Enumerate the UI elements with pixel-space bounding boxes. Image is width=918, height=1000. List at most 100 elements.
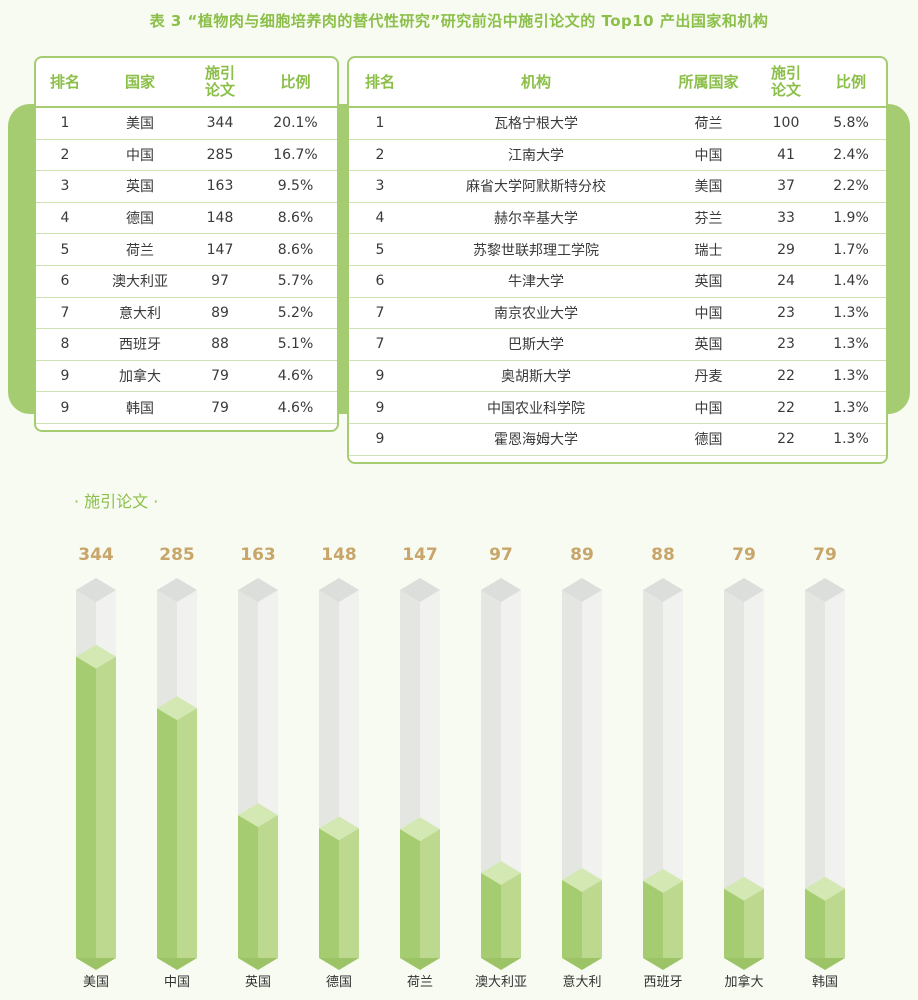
- table-row: 8 西班牙 88 5.1%: [36, 329, 337, 361]
- tube-right-face: [582, 590, 602, 958]
- category-label-加拿大: 加拿大: [724, 974, 763, 990]
- cell-papers: 29: [777, 241, 795, 258]
- cell-rank: 1: [60, 115, 70, 132]
- bar-英国-base: [238, 958, 278, 970]
- table-row: 1 瓦格宁根大学 荷兰 100 5.8%: [349, 108, 886, 140]
- chart-section-label: · 施引论文 ·: [74, 492, 159, 511]
- cell-ratio: 5.7%: [277, 273, 314, 290]
- table-row: 9 加拿大 79 4.6%: [36, 361, 337, 393]
- bar-英国-top: [238, 803, 278, 828]
- cell-papers: 100: [772, 115, 800, 132]
- tube-top-cap: [562, 578, 602, 602]
- cell-ratio: 8.6%: [277, 210, 314, 227]
- cell-country: 美国: [126, 116, 154, 133]
- cell-papers: 163: [206, 178, 234, 195]
- category-label-中国: 中国: [164, 975, 190, 990]
- cell-rank: 3: [60, 178, 70, 195]
- tube-left-face: [805, 590, 825, 958]
- cell-papers: 88: [211, 336, 229, 353]
- cell-institution: 南京农业大学: [494, 305, 578, 322]
- cell-country: 德国: [126, 211, 154, 228]
- cell-papers: 33: [777, 210, 795, 227]
- bar-英国-right: [258, 815, 278, 958]
- table-row: 5 苏黎世联邦理工学院 瑞士 29 1.7%: [349, 234, 886, 266]
- cell-papers: 22: [777, 368, 795, 385]
- value-label-荷兰: 147: [402, 545, 438, 565]
- category-label-西班牙: 西班牙: [643, 975, 682, 990]
- cell-institution: 苏黎世联邦理工学院: [473, 242, 599, 259]
- cell-country: 荷兰: [126, 242, 154, 259]
- bar-意大利-top: [562, 868, 602, 893]
- bar-意大利-left: [562, 880, 582, 958]
- cell-ratio: 2.2%: [833, 178, 869, 195]
- cell-rank: 9: [60, 399, 70, 416]
- institution-table-header: 排名 机构 所属国家 施引 论文 比例: [349, 58, 886, 108]
- country-table: 排名 国家 施引 论文 比例 1 美国 344 20.1% 2 中国 285 16.7% 3 英国…: [34, 56, 339, 432]
- cell-institution: 牛津大学: [508, 274, 564, 291]
- cell-country: 意大利: [119, 305, 161, 322]
- bar-韩国-base: [805, 958, 845, 970]
- table-row: 4 赫尔辛基大学 芬兰 33 1.9%: [349, 203, 886, 235]
- table-row: 7 巴斯大学 英国 23 1.3%: [349, 329, 886, 361]
- cell-country: 英国: [694, 274, 723, 291]
- cell-papers: 22: [777, 399, 795, 416]
- value-label-韩国: 79: [813, 545, 837, 565]
- bar-美国-left: [76, 656, 96, 958]
- bar-澳大利亚-top: [481, 861, 521, 886]
- cell-institution: 奥胡斯大学: [501, 369, 571, 386]
- category-label-美国: 美国: [83, 975, 109, 990]
- cell-rank: 9: [375, 431, 385, 448]
- tube-left-face: [643, 590, 663, 958]
- cell-rank: 6: [60, 273, 70, 290]
- tube-top-cap: [481, 578, 521, 602]
- cell-country: 西班牙: [119, 337, 161, 354]
- cell-papers: 147: [206, 241, 234, 258]
- bar-加拿大-left: [724, 888, 744, 958]
- cell-institution: 赫尔辛基大学: [494, 211, 578, 228]
- bar-美国-base: [76, 958, 116, 970]
- cell-rank: 7: [375, 336, 385, 353]
- tube-top-cap: [157, 578, 197, 602]
- cell-papers: 37: [777, 178, 795, 195]
- bar-德国-right: [339, 828, 359, 958]
- bar-韩国-top: [805, 876, 845, 901]
- cell-ratio: 1.3%: [833, 368, 869, 385]
- cell-papers: 344: [206, 115, 234, 132]
- cell-rank: 1: [375, 115, 385, 132]
- cell-country: 中国: [694, 400, 723, 417]
- category-label-德国: 德国: [326, 975, 352, 990]
- cell-rank: 5: [375, 241, 385, 258]
- cell-country: 加拿大: [119, 369, 161, 386]
- cell-country: 荷兰: [694, 116, 723, 133]
- cell-papers: 79: [211, 368, 229, 385]
- bar-意大利-base: [562, 958, 602, 970]
- cell-papers: 97: [211, 273, 229, 290]
- bar-西班牙-base: [643, 958, 683, 970]
- cell-papers: 285: [206, 146, 234, 163]
- cell-ratio: 1.3%: [833, 399, 869, 416]
- bar-西班牙-top: [643, 868, 683, 893]
- category-label-英国: 英国: [245, 975, 271, 990]
- value-label-加拿大: 79: [732, 545, 756, 565]
- table-row: 6 牛津大学 英国 24 1.4%: [349, 266, 886, 298]
- value-label-中国: 285: [159, 545, 195, 565]
- tube-top-cap: [238, 578, 278, 602]
- bar-澳大利亚-base: [481, 958, 521, 970]
- tube-right-face: [825, 590, 845, 958]
- bar-西班牙-right: [663, 880, 683, 958]
- cell-ratio: 5.8%: [833, 115, 869, 132]
- cell-institution: 中国农业科学院: [487, 400, 585, 417]
- bar-德国-base: [319, 958, 359, 970]
- table-row: 1 美国 344 20.1%: [36, 108, 337, 140]
- cell-ratio: 5.1%: [277, 336, 314, 353]
- cell-rank: 9: [375, 399, 385, 416]
- bar-英国-left: [238, 815, 258, 958]
- tube-top-cap: [76, 578, 116, 602]
- bar-澳大利亚-right: [501, 873, 521, 958]
- cell-rank: 9: [60, 368, 70, 385]
- cell-institution: 麻省大学阿默斯特分校: [466, 179, 606, 196]
- table-row: 9 韩国 79 4.6%: [36, 392, 337, 424]
- cell-country: 澳大利亚: [112, 274, 168, 291]
- header-institution: 机构: [520, 72, 551, 91]
- cell-ratio: 2.4%: [833, 146, 869, 163]
